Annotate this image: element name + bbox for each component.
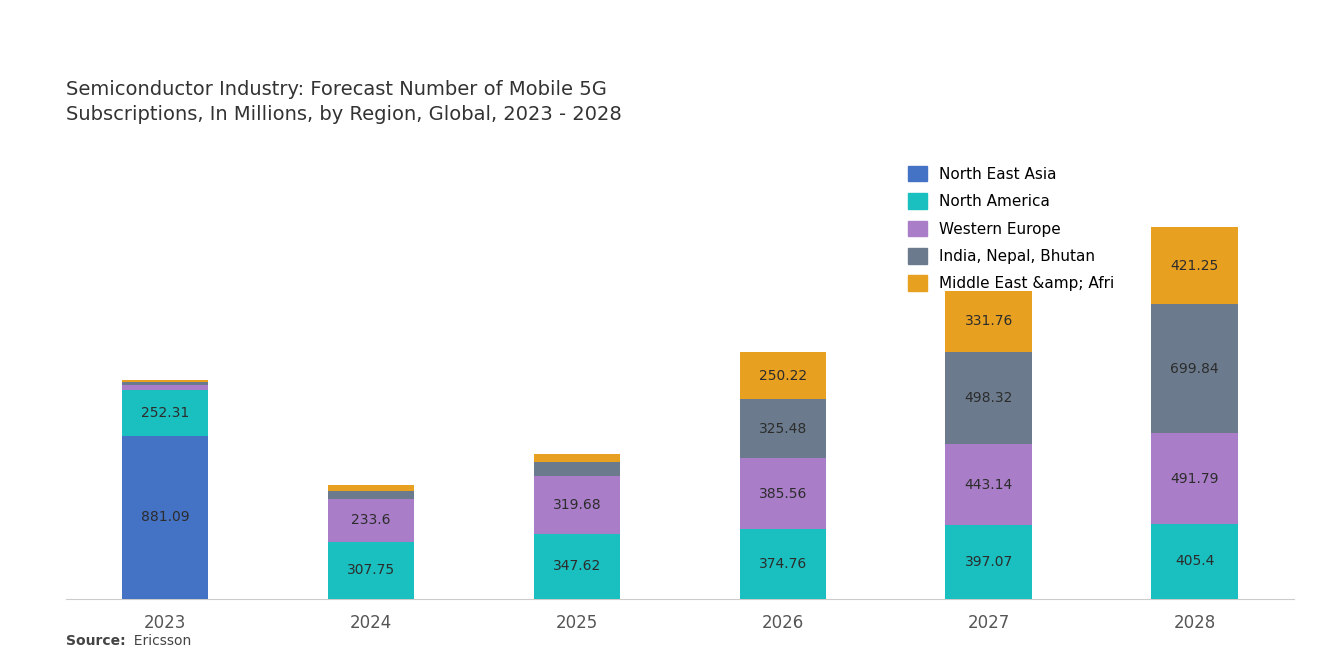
Bar: [739, 398, 826, 458]
Bar: [739, 352, 826, 398]
Bar: [121, 382, 209, 384]
Bar: [327, 491, 414, 499]
Bar: [739, 458, 826, 529]
Bar: [327, 499, 414, 542]
Bar: [533, 475, 620, 535]
Bar: [1151, 305, 1238, 434]
Text: 699.84: 699.84: [1171, 362, 1218, 376]
Bar: [945, 525, 1032, 598]
Bar: [1151, 434, 1238, 524]
Bar: [945, 444, 1032, 525]
Bar: [945, 291, 1032, 352]
Text: 405.4: 405.4: [1175, 554, 1214, 568]
Text: 331.76: 331.76: [965, 315, 1012, 329]
Bar: [121, 380, 209, 382]
Text: 498.32: 498.32: [965, 391, 1012, 405]
Bar: [327, 542, 414, 598]
Text: 374.76: 374.76: [759, 557, 807, 571]
Text: 443.14: 443.14: [965, 477, 1012, 491]
Bar: [945, 352, 1032, 444]
Text: 252.31: 252.31: [141, 406, 189, 420]
Bar: [1151, 524, 1238, 598]
Bar: [1151, 227, 1238, 305]
Text: 491.79: 491.79: [1171, 471, 1218, 485]
Text: 233.6: 233.6: [351, 513, 391, 527]
Text: 319.68: 319.68: [553, 498, 601, 512]
Bar: [533, 454, 620, 462]
Text: 421.25: 421.25: [1171, 259, 1218, 273]
Text: 881.09: 881.09: [141, 510, 189, 525]
Bar: [327, 485, 414, 491]
Bar: [121, 436, 209, 598]
Text: 325.48: 325.48: [759, 422, 807, 436]
Bar: [739, 529, 826, 598]
Legend: North East Asia, North America, Western Europe, India, Nepal, Bhutan, Middle Eas: North East Asia, North America, Western …: [908, 166, 1114, 291]
Text: Ericsson: Ericsson: [125, 634, 191, 648]
Text: Source:: Source:: [66, 634, 125, 648]
Text: 385.56: 385.56: [759, 487, 807, 501]
Bar: [533, 535, 620, 599]
Text: 347.62: 347.62: [553, 559, 601, 573]
Text: 250.22: 250.22: [759, 368, 807, 382]
Bar: [121, 390, 209, 436]
Text: 397.07: 397.07: [965, 555, 1012, 569]
Bar: [121, 384, 209, 390]
Text: Semiconductor Industry: Forecast Number of Mobile 5G
Subscriptions, In Millions,: Semiconductor Industry: Forecast Number …: [66, 80, 622, 124]
Bar: [533, 462, 620, 475]
Text: 307.75: 307.75: [347, 563, 395, 577]
